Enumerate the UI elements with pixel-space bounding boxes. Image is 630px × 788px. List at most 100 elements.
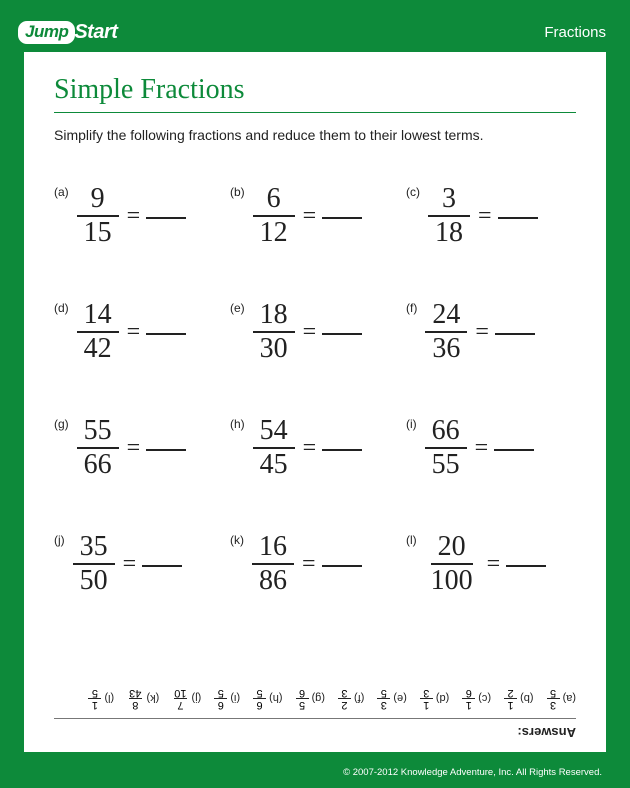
numerator: 6	[261, 183, 287, 215]
problem: (j)3550=	[54, 531, 224, 597]
answer-denominator: 3	[421, 687, 431, 698]
answer-denominator: 43	[127, 687, 143, 698]
denominator: 45	[254, 449, 294, 481]
answer-blank[interactable]	[146, 217, 186, 219]
problem: (e) 1830 =	[230, 299, 400, 365]
problem-label: (e)	[230, 301, 245, 315]
answer-blank[interactable]	[142, 565, 182, 567]
equals-sign: =	[303, 203, 317, 230]
answer-blank[interactable]	[495, 333, 535, 335]
answer-item: (d)13	[420, 687, 449, 710]
problem-label: (f)	[406, 301, 417, 315]
problem: (l)20100=	[406, 531, 576, 597]
answer-blank[interactable]	[498, 217, 538, 219]
problem: (c)318=	[406, 183, 576, 249]
answer-numerator: 3	[379, 699, 389, 710]
answer-label: (b)	[520, 693, 533, 705]
answer-blank[interactable]	[322, 449, 362, 451]
denominator: 50	[74, 565, 114, 597]
header-bar: Jump Start Fractions	[0, 0, 630, 52]
answer-label: (d)	[436, 693, 449, 705]
answer-label: (j)	[192, 693, 202, 705]
denominator: 18	[429, 217, 469, 249]
answer-item: (e)35	[377, 687, 406, 710]
answer-blank[interactable]	[322, 565, 362, 567]
problem: (i)6655=	[406, 415, 576, 481]
answer-numerator: 1	[464, 699, 474, 710]
problem-label: (c)	[406, 185, 420, 199]
answer-numerator: 6	[216, 699, 226, 710]
answer-label: (l)	[104, 693, 114, 705]
equals-sign: =	[123, 551, 137, 578]
numerator: 66	[426, 415, 466, 447]
answer-blank[interactable]	[322, 333, 362, 335]
answer-numerator: 8	[130, 699, 140, 710]
fraction: 20100	[425, 531, 479, 597]
answer-numerator: 3	[548, 699, 558, 710]
equals-sign: =	[478, 203, 492, 230]
numerator: 55	[78, 415, 118, 447]
fraction: 612	[253, 183, 295, 249]
denominator: 15	[78, 217, 118, 249]
answer-blank[interactable]	[322, 217, 362, 219]
answer-item: (b)12	[504, 687, 533, 710]
answer-item: (j) 710	[172, 687, 201, 710]
fraction: 1830	[253, 299, 295, 365]
numerator: 35	[74, 531, 114, 563]
problem: (a)915=	[54, 183, 224, 249]
answer-numerator: 5	[297, 699, 307, 710]
denominator: 36	[426, 333, 466, 365]
answer-item: (g)56	[296, 687, 325, 710]
answer-denominator: 3	[339, 687, 349, 698]
answer-denominator: 10	[172, 687, 188, 698]
answer-fraction: 13	[420, 687, 433, 710]
problem: (b) 612 =	[230, 183, 400, 249]
answer-fraction: 35	[547, 687, 560, 710]
problem-label: (d)	[54, 301, 69, 315]
answer-label: (k)	[146, 693, 159, 705]
denominator: 86	[253, 565, 293, 597]
numerator: 20	[432, 531, 472, 563]
denominator: 12	[254, 217, 294, 249]
answer-blank[interactable]	[146, 449, 186, 451]
equals-sign: =	[127, 319, 141, 346]
answer-numerator: 1	[90, 699, 100, 710]
answer-item: (k) 843	[127, 687, 159, 710]
fraction: 5445	[253, 415, 295, 481]
title-rule	[54, 112, 576, 113]
answer-fraction: 16	[462, 687, 475, 710]
answer-fraction: 35	[377, 687, 390, 710]
problem-label: (b)	[230, 185, 245, 199]
answer-blank[interactable]	[506, 565, 546, 567]
problem: (g)5566=	[54, 415, 224, 481]
answer-denominator: 2	[506, 687, 516, 698]
answer-item: (l)15	[88, 687, 114, 710]
answer-blank[interactable]	[494, 449, 534, 451]
problem-label: (g)	[54, 417, 69, 431]
fraction: 915	[77, 183, 119, 249]
problem: (f)2436=	[406, 299, 576, 365]
equals-sign: =	[127, 203, 141, 230]
problem-label: (l)	[406, 533, 417, 547]
answer-fraction: 65	[214, 687, 227, 710]
answers-heading: Answers:	[54, 725, 576, 740]
answer-item: (i)65	[214, 687, 240, 710]
problem: (h)5445=	[230, 415, 400, 481]
denominator: 30	[254, 333, 294, 365]
copyright-footer: © 2007-2012 Knowledge Adventure, Inc. Al…	[343, 767, 602, 778]
fraction: 2436	[425, 299, 467, 365]
numerator: 14	[78, 299, 118, 331]
denominator: 55	[426, 449, 466, 481]
equals-sign: =	[127, 435, 141, 462]
logo-text: Start	[74, 21, 117, 44]
answer-denominator: 5	[379, 687, 389, 698]
equals-sign: =	[303, 319, 317, 346]
answer-fraction: 710	[172, 687, 188, 710]
answer-blank[interactable]	[146, 333, 186, 335]
answer-label: (a)	[563, 693, 576, 705]
answer-fraction: 23	[338, 687, 351, 710]
instructions: Simplify the following fractions and red…	[54, 127, 576, 143]
problem-label: (k)	[230, 533, 244, 547]
problem-label: (i)	[406, 417, 417, 431]
answer-label: (h)	[269, 693, 282, 705]
